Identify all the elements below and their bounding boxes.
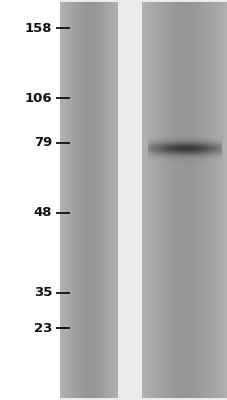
Text: 48: 48 [33,206,52,220]
Text: 79: 79 [34,136,52,150]
Text: 106: 106 [24,92,52,104]
Text: 158: 158 [24,22,52,34]
Text: 35: 35 [33,286,52,300]
Text: 23: 23 [33,322,52,334]
